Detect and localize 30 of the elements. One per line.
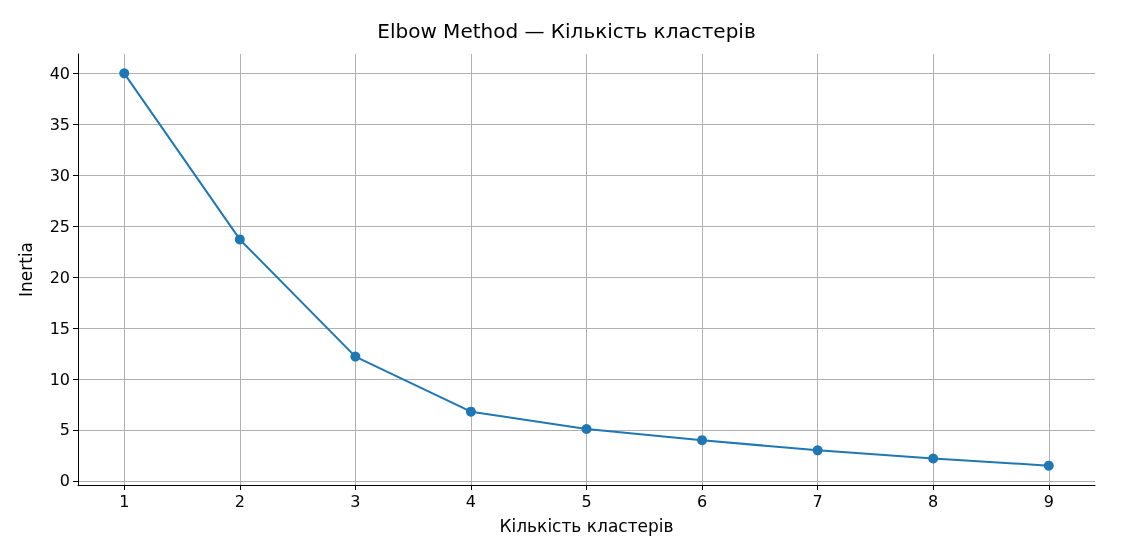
y-tick-label: 5 xyxy=(59,420,70,440)
x-tick-label: 6 xyxy=(696,491,708,511)
point xyxy=(350,351,361,362)
point xyxy=(928,453,939,464)
point xyxy=(697,435,708,446)
point xyxy=(465,406,476,417)
y-tick-label: 25 xyxy=(49,216,70,236)
y-tick-label: 10 xyxy=(49,369,70,389)
y-tick-label: 35 xyxy=(49,114,70,134)
point xyxy=(1043,460,1054,471)
x-tick-label: 2 xyxy=(234,491,245,511)
y-tick-label: 15 xyxy=(49,318,70,338)
point xyxy=(234,234,245,245)
y-tick-label: 20 xyxy=(49,267,70,287)
point xyxy=(812,445,823,456)
x-tick-label: 5 xyxy=(581,491,592,511)
y-tick-label: 0 xyxy=(59,471,70,491)
y-axis-title: Inertia xyxy=(15,241,36,298)
point xyxy=(119,68,130,79)
x-tick-label: 7 xyxy=(812,491,823,511)
x-tick-label: 8 xyxy=(928,491,939,511)
x-axis-title: Кількість кластерів xyxy=(499,515,674,536)
chart-title: Elbow Method — Кількість кластерів xyxy=(377,19,756,43)
x-tick-label: 9 xyxy=(1043,491,1054,511)
point xyxy=(581,423,592,434)
x-tick-label: 4 xyxy=(465,491,477,511)
x-tick-label: 1 xyxy=(119,491,130,511)
y-tick-label: 30 xyxy=(49,165,70,185)
x-tick-label: 3 xyxy=(350,491,361,511)
y-tick-label: 40 xyxy=(49,63,70,83)
